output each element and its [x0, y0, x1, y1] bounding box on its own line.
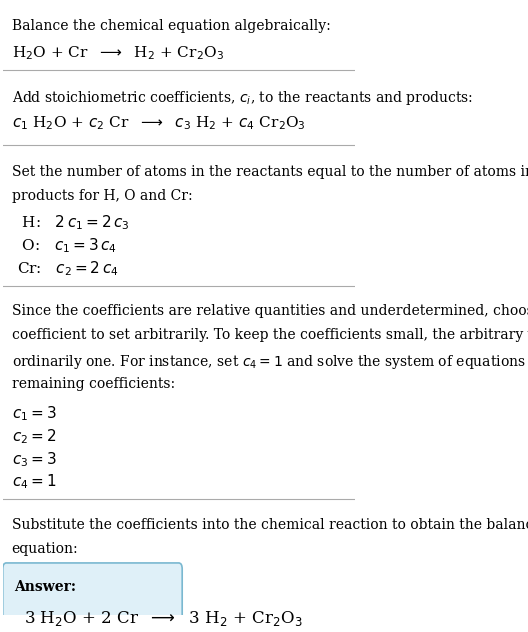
Text: $c_1$ H$_2$O + $c_2$ Cr  $\longrightarrow$  $c_3$ H$_2$ + $c_4$ Cr$_2$O$_3$: $c_1$ H$_2$O + $c_2$ Cr $\longrightarrow…	[12, 114, 305, 132]
Text: $c_1 = 3$: $c_1 = 3$	[12, 404, 56, 423]
Text: Balance the chemical equation algebraically:: Balance the chemical equation algebraica…	[12, 19, 331, 33]
Text: equation:: equation:	[12, 542, 78, 556]
Text: Answer:: Answer:	[14, 580, 76, 594]
Text: O:   $c_1 = 3\,c_4$: O: $c_1 = 3\,c_4$	[17, 236, 117, 255]
Text: remaining coefficients:: remaining coefficients:	[12, 377, 175, 391]
Text: Substitute the coefficients into the chemical reaction to obtain the balanced: Substitute the coefficients into the che…	[12, 518, 528, 532]
Text: H$_2$O + Cr  $\longrightarrow$  H$_2$ + Cr$_2$O$_3$: H$_2$O + Cr $\longrightarrow$ H$_2$ + Cr…	[12, 44, 223, 62]
Text: $c_2 = 2$: $c_2 = 2$	[12, 427, 56, 446]
Text: products for H, O and Cr:: products for H, O and Cr:	[12, 189, 192, 203]
Text: Add stoichiometric coefficients, $c_i$, to the reactants and products:: Add stoichiometric coefficients, $c_i$, …	[12, 88, 473, 107]
FancyBboxPatch shape	[3, 563, 182, 632]
Text: $c_4 = 1$: $c_4 = 1$	[12, 473, 56, 492]
Text: H:   $2\,c_1 = 2\,c_3$: H: $2\,c_1 = 2\,c_3$	[17, 214, 130, 232]
Text: coefficient to set arbitrarily. To keep the coefficients small, the arbitrary va: coefficient to set arbitrarily. To keep …	[12, 329, 528, 343]
Text: Cr:   $c_2 = 2\,c_4$: Cr: $c_2 = 2\,c_4$	[17, 259, 118, 278]
Text: 3 H$_2$O + 2 Cr  $\longrightarrow$  3 H$_2$ + Cr$_2$O$_3$: 3 H$_2$O + 2 Cr $\longrightarrow$ 3 H$_2…	[24, 609, 303, 628]
Text: ordinarily one. For instance, set $c_4 = 1$ and solve the system of equations fo: ordinarily one. For instance, set $c_4 =…	[12, 353, 528, 371]
Text: $c_3 = 3$: $c_3 = 3$	[12, 450, 56, 469]
Text: Since the coefficients are relative quantities and underdetermined, choose a: Since the coefficients are relative quan…	[12, 304, 528, 318]
Text: Set the number of atoms in the reactants equal to the number of atoms in the: Set the number of atoms in the reactants…	[12, 164, 528, 178]
